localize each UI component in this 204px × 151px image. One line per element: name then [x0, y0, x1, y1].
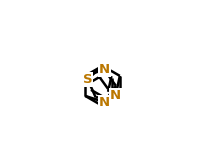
Text: N: N — [98, 96, 109, 109]
Text: N: N — [110, 89, 121, 102]
Text: S: S — [82, 73, 92, 86]
Text: N: N — [98, 63, 109, 76]
